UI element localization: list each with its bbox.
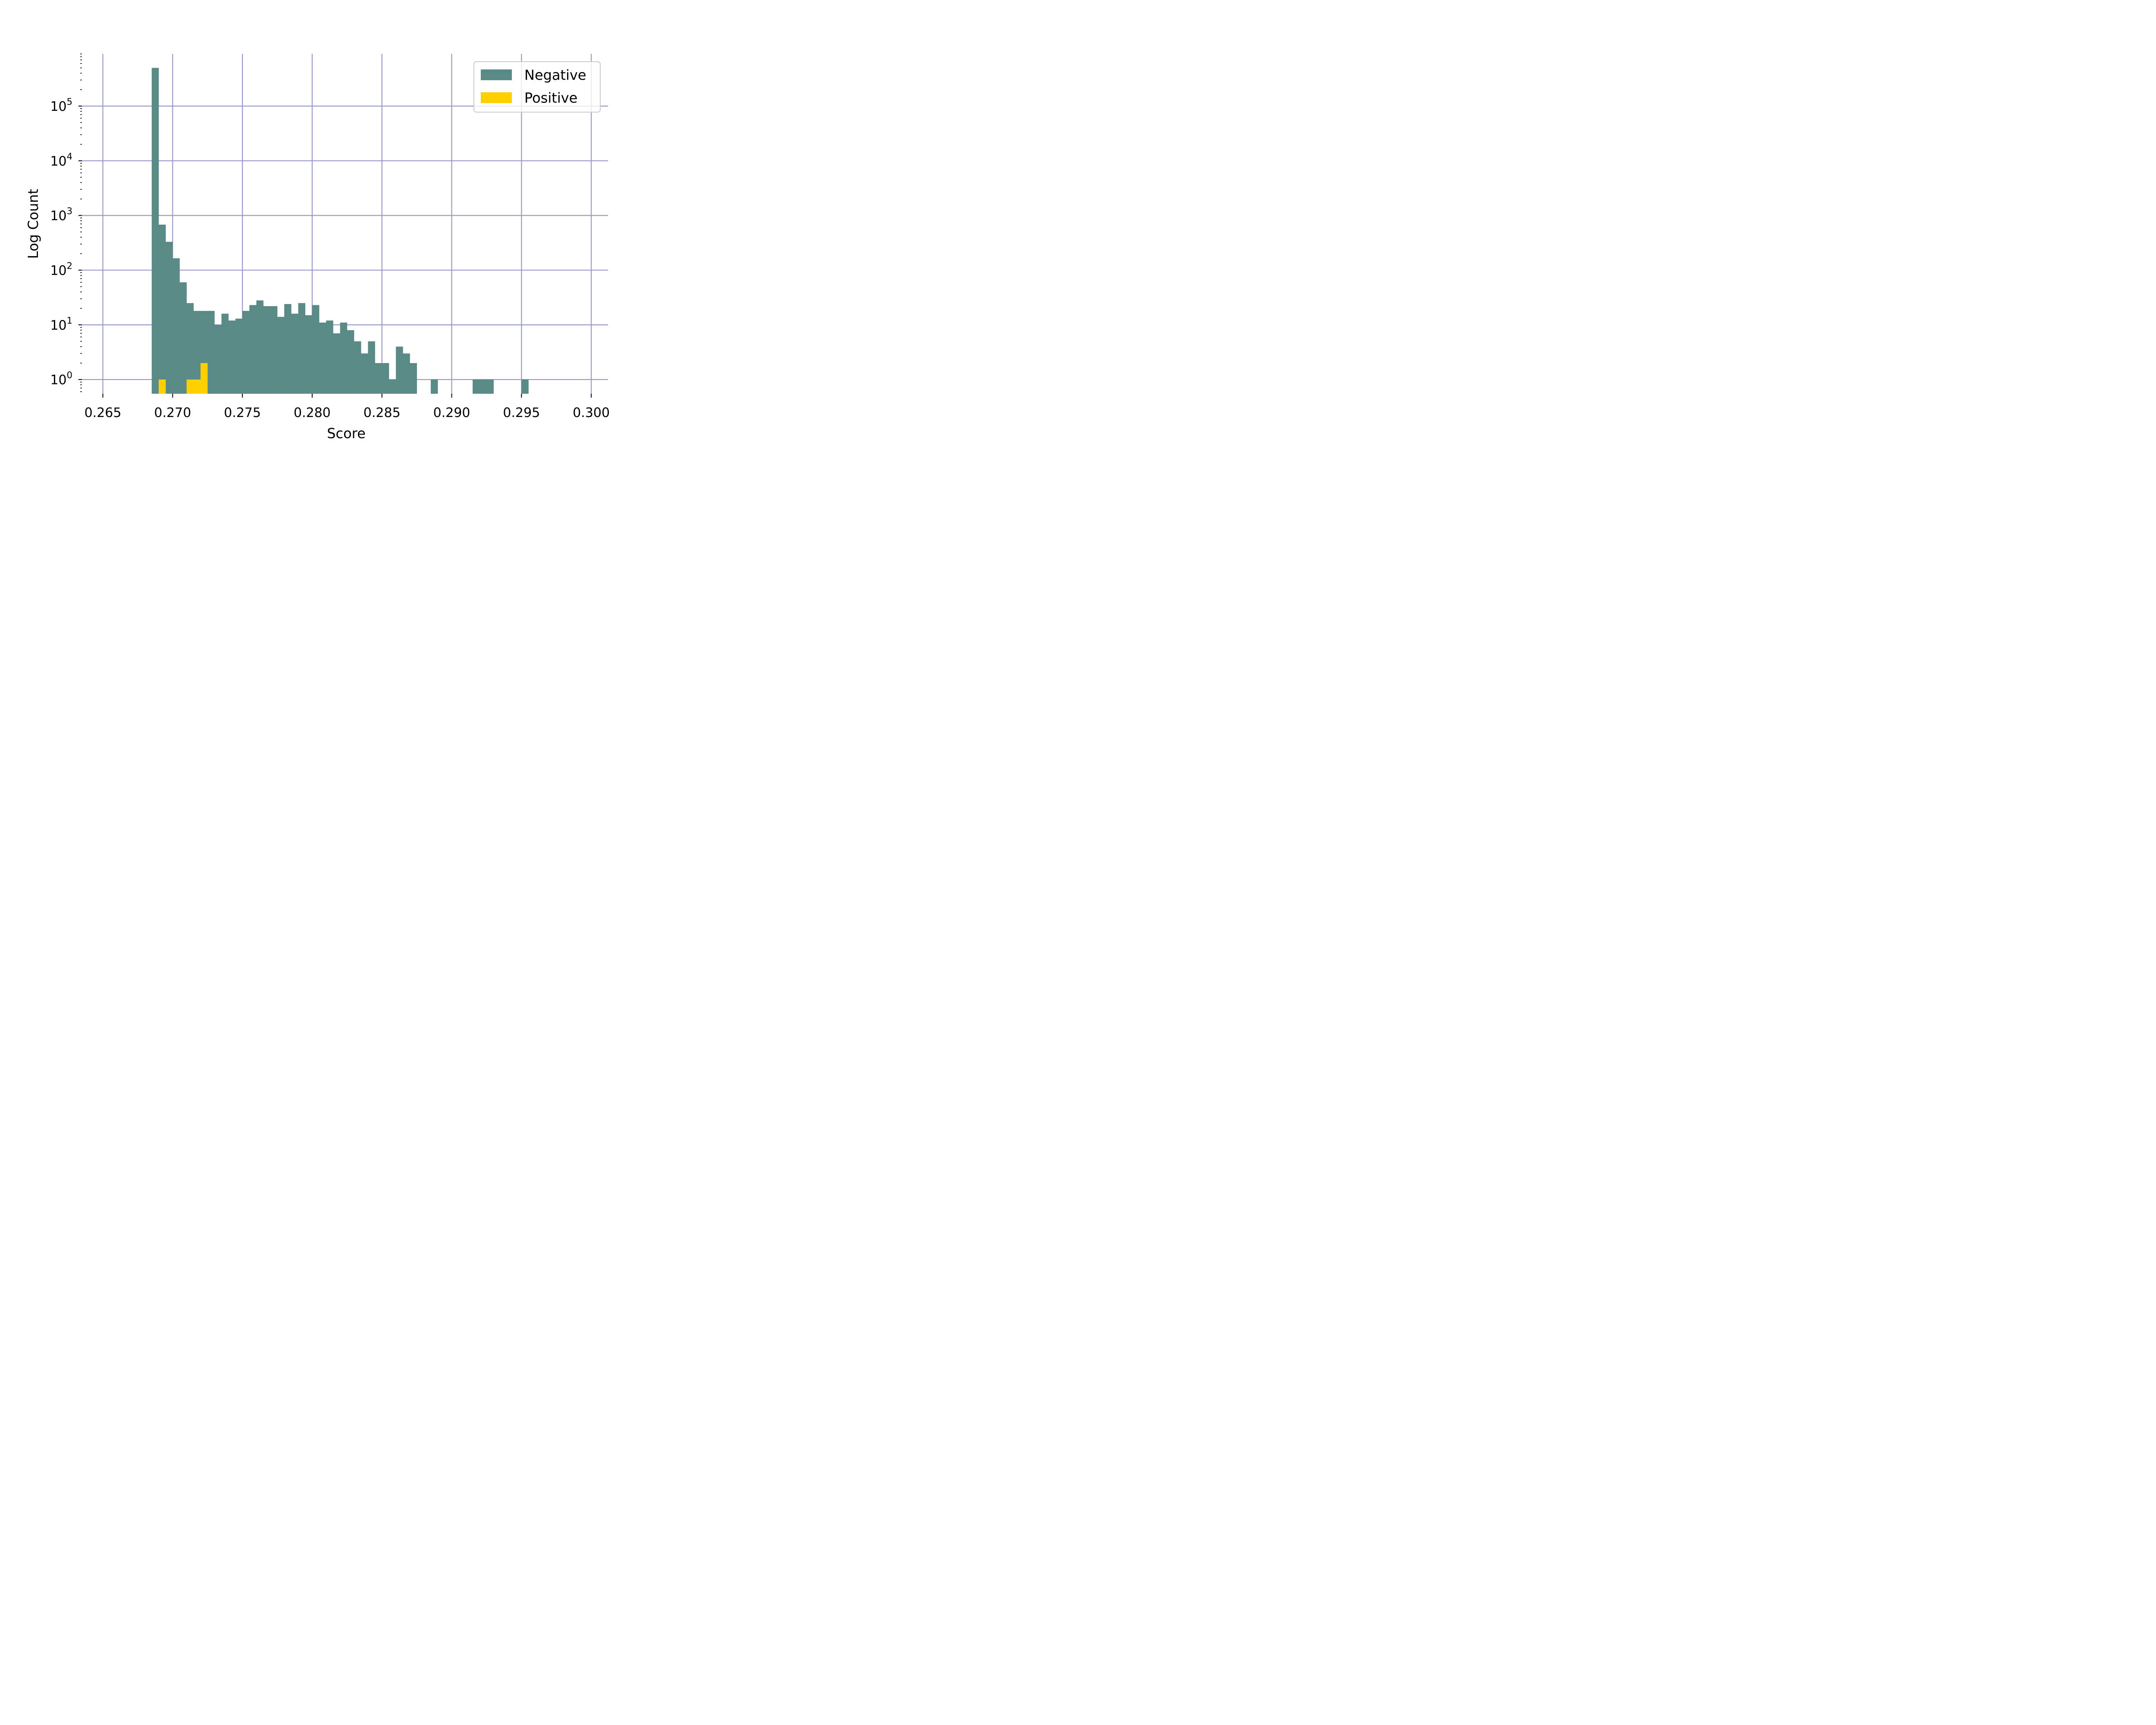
negative-bar — [291, 314, 298, 394]
negative-bar — [486, 380, 494, 394]
negative-bar — [340, 323, 348, 394]
negative-bar — [193, 310, 201, 394]
negative-bar — [326, 320, 333, 394]
legend: Negative Positive — [473, 61, 601, 113]
y-tick-label: 101 — [50, 315, 72, 333]
negative-bar — [473, 380, 480, 394]
negative-bar — [312, 305, 320, 394]
positive-bars — [158, 363, 208, 394]
negative-bar — [431, 380, 438, 394]
legend-swatch-negative — [481, 69, 512, 80]
y-tick-label: 104 — [50, 151, 72, 169]
x-tick-label: 0.295 — [503, 405, 540, 420]
positive-bar — [158, 380, 166, 394]
negative-bar — [277, 317, 285, 394]
positive-bar — [201, 363, 208, 394]
x-tick-label: 0.280 — [294, 405, 331, 420]
negative-bar — [179, 282, 187, 394]
histogram-chart: 0.265 0.270 0.275 0.280 0.285 0.290 0.295 0.300… — [0, 0, 665, 443]
negative-bar — [389, 380, 396, 394]
negative-bar — [403, 353, 410, 394]
negative-bar — [270, 306, 278, 394]
negative-bar — [319, 323, 326, 394]
x-tick-label: 0.290 — [433, 405, 470, 420]
y-tick-label: 102 — [50, 260, 72, 278]
x-tick-label: 0.265 — [85, 405, 122, 420]
negative-bar — [166, 242, 173, 394]
negative-bar — [368, 341, 375, 394]
x-axis-label: Score — [327, 425, 366, 442]
negative-bar — [305, 315, 313, 394]
negative-bar — [214, 325, 222, 394]
negative-bar — [396, 346, 403, 394]
negative-bar — [347, 330, 354, 394]
negative-bar — [242, 310, 250, 394]
y-tick-label: 105 — [50, 97, 72, 114]
negative-bar — [284, 304, 291, 394]
negative-bar — [382, 363, 389, 394]
y-tick-label: 103 — [50, 206, 72, 224]
negative-bar — [521, 380, 529, 394]
x-tick-label: 0.285 — [364, 405, 401, 420]
negative-bar — [228, 320, 236, 394]
negative-bar — [158, 224, 166, 394]
x-axis: 0.265 0.270 0.275 0.280 0.285 0.290 0.295 0.300 — [85, 394, 610, 420]
negative-bar — [298, 303, 306, 394]
negative-bar — [172, 258, 180, 394]
negative-bar — [410, 363, 417, 394]
y-axis-label: Log Count — [25, 189, 41, 259]
legend-label-negative: Negative — [524, 67, 586, 83]
negative-bars — [151, 68, 529, 394]
negative-bar — [249, 305, 257, 394]
y-axis: 100 101 102 103 104 105 — [50, 53, 82, 392]
negative-bar — [221, 314, 229, 394]
x-tick-label: 0.300 — [573, 405, 610, 420]
negative-bar — [479, 380, 487, 394]
legend-swatch-positive — [481, 92, 512, 103]
legend-label-positive: Positive — [524, 90, 577, 106]
x-tick-label: 0.275 — [224, 405, 261, 420]
negative-bar — [375, 363, 382, 394]
x-tick-label: 0.270 — [154, 405, 191, 420]
negative-bar — [151, 68, 159, 394]
y-tick-label: 100 — [50, 370, 72, 388]
positive-bar — [186, 380, 194, 394]
negative-bar — [333, 333, 340, 394]
negative-bar — [361, 353, 368, 394]
positive-bar — [193, 380, 201, 394]
negative-bar — [186, 303, 194, 394]
negative-bar — [354, 341, 361, 394]
negative-bar — [263, 306, 271, 394]
negative-bar — [207, 310, 215, 394]
negative-bar — [256, 300, 263, 394]
negative-bar — [235, 318, 243, 394]
